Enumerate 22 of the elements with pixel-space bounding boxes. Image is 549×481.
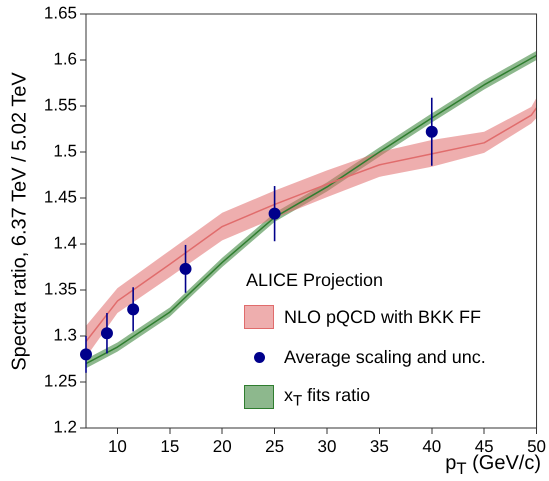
x-tick-label: 25 <box>265 436 284 456</box>
y-tick-label: 1.2 <box>53 418 77 437</box>
y-tick-label: 1.25 <box>44 372 77 391</box>
y-tick-label: 1.5 <box>53 142 77 161</box>
legend-label: NLO pQCD with BKK FF <box>284 306 482 328</box>
legend-label: Average scaling and unc. <box>284 346 486 368</box>
y-axis-title: Spectra ratio, 6.37 TeV / 5.02 TeV <box>8 71 32 373</box>
legend-label: x$_{T}$ fits ratio <box>284 384 370 410</box>
x-tick-label: 30 <box>318 436 336 456</box>
x-tick-label: 15 <box>160 436 180 456</box>
y-tick-label: 1.45 <box>44 188 77 207</box>
y-tick-label: 1.65 <box>44 4 77 23</box>
y-tick-label: 1.55 <box>44 96 77 115</box>
y-tick-label: 1.6 <box>53 50 77 69</box>
legend-title: ALICE Projection <box>246 270 384 291</box>
y-tick-label: 1.4 <box>53 234 77 253</box>
x-tick-label: 35 <box>370 436 389 456</box>
x-tick-label: 20 <box>212 436 232 456</box>
y-tick-label: 1.3 <box>53 326 77 345</box>
y-tick-label: 1.35 <box>44 280 77 299</box>
x-tick-label: 40 <box>422 436 442 456</box>
x-tick-label: 10 <box>108 436 127 456</box>
